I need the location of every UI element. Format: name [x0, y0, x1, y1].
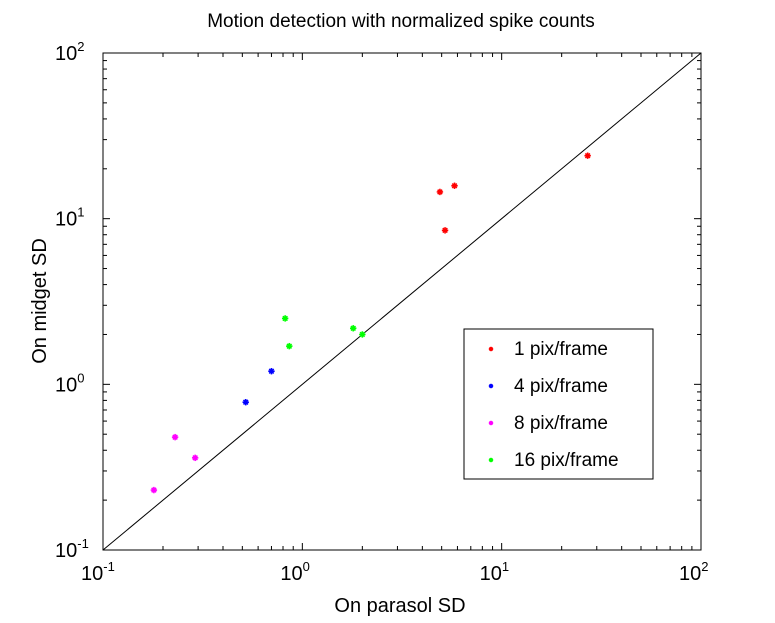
data-point [436, 188, 444, 196]
reference-line-layer [102, 52, 702, 551]
data-point [191, 454, 199, 462]
identity-line [102, 52, 702, 551]
data-point [584, 152, 591, 159]
y-tick-label: 102 [55, 39, 84, 65]
data-point [281, 315, 289, 322]
legend-marker [488, 420, 494, 426]
data-point [268, 368, 275, 375]
data-point [359, 331, 366, 338]
legend-entry: 1 pix/frame [514, 339, 608, 360]
legend-marker [488, 346, 494, 352]
chart-title: Motion detection with normalized spike c… [207, 11, 595, 32]
y-tick-label: 101 [55, 205, 84, 231]
data-point [350, 325, 357, 332]
legend-entry: 16 pix/frame [514, 450, 619, 471]
x-tick-label: 10-1 [81, 559, 115, 585]
y-tick-label: 100 [55, 370, 84, 396]
data-point [286, 342, 293, 350]
y-axis-label: On midget SD [29, 238, 51, 364]
data-points [150, 152, 591, 494]
data-point [171, 433, 179, 441]
data-point [441, 227, 449, 234]
data-point [150, 486, 158, 494]
data-point [451, 182, 458, 189]
data-point [242, 399, 249, 406]
legend-marker [488, 457, 494, 463]
x-tick-label: 102 [679, 559, 708, 585]
legend-entry: 4 pix/frame [514, 376, 608, 397]
x-tick-label: 101 [480, 559, 509, 585]
legend-box [463, 328, 654, 480]
x-axis-label: On parasol SD [334, 595, 465, 617]
y-tick-label: 10-1 [55, 536, 89, 562]
axis-ticks: 10-1 100 101 102 10-1 100 101 102 [55, 39, 708, 585]
x-tick-label: 100 [280, 559, 309, 585]
legend-marker [488, 383, 494, 389]
legend-entry: 8 pix/frame [514, 413, 608, 434]
plot-frame [102, 52, 702, 551]
legend: 1 pix/frame 4 pix/frame 8 pix/frame 16 pix/… [463, 328, 654, 480]
